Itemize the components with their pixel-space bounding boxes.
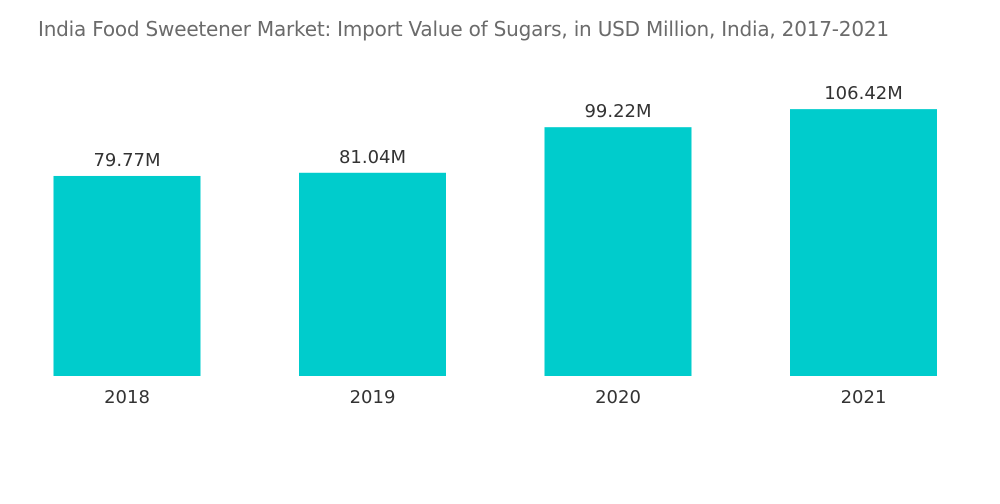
data-label-2018: 79.77M [93, 150, 160, 171]
bar-2019 [299, 172, 446, 376]
bar-2018 [53, 175, 201, 376]
chart-title: India Food Sweetener Market: Import Valu… [38, 17, 889, 41]
data-label-2020: 99.22M [584, 101, 651, 122]
x-tick-label-2019: 2019 [350, 387, 396, 408]
x-tick-labels-group: 2018 2019 2020 2021 [104, 387, 886, 408]
x-tick-label-2018: 2018 [104, 387, 150, 408]
bars-group [53, 109, 937, 377]
data-label-2019: 81.04M [339, 147, 406, 168]
x-tick-label-2021: 2021 [841, 387, 887, 408]
bar-2021 [790, 109, 937, 377]
x-tick-label-2020: 2020 [595, 387, 641, 408]
value-labels-group: 79.77M 81.04M 99.22M 106.42M [93, 83, 902, 171]
data-label-2021: 106.42M [824, 83, 903, 104]
bar-2020 [544, 127, 692, 376]
